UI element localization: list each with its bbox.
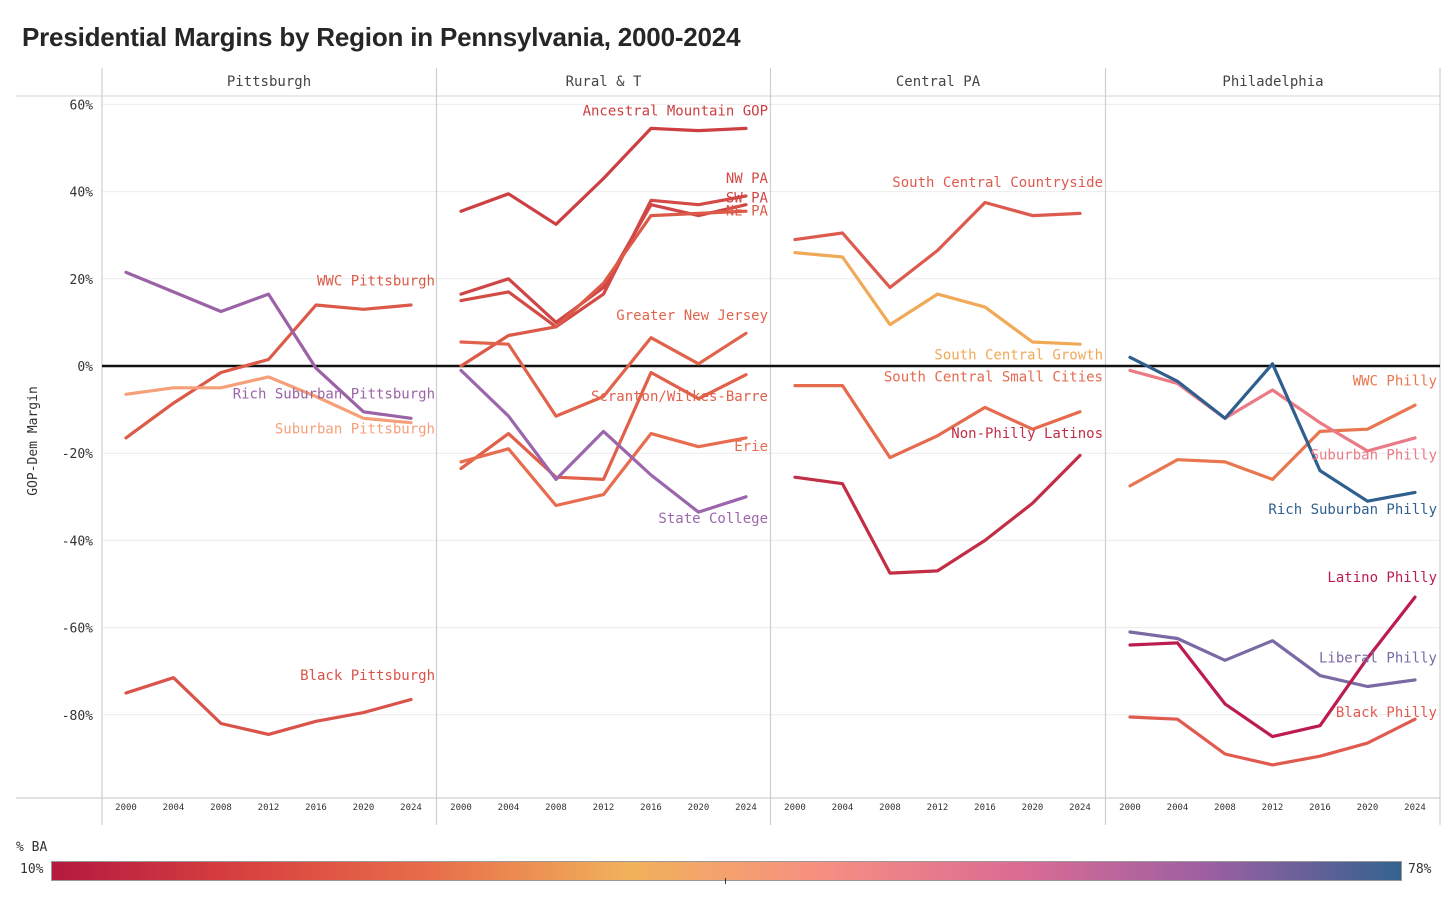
x-tick-label: 2004: [1167, 803, 1189, 813]
x-tick-label: 2012: [258, 803, 280, 813]
series-label: Greater New Jersey: [616, 308, 768, 324]
x-tick-label: 2024: [735, 803, 757, 813]
panel-header: Philadelphia: [1222, 74, 1323, 90]
x-tick-label: 2004: [832, 803, 854, 813]
series-line: [124, 676, 413, 737]
x-tick-label: 2012: [593, 803, 615, 813]
panel-header: Pittsburgh: [227, 74, 311, 90]
series-line: [793, 453, 1082, 575]
x-tick-label: 2016: [640, 803, 662, 813]
panel-header: Rural & T: [566, 74, 642, 90]
y-tick-label: -60%: [62, 622, 93, 637]
series-line: [459, 368, 748, 514]
series-line: [459, 126, 748, 226]
series-line: [793, 251, 1082, 346]
series-label: Ancestral Mountain GOP: [583, 103, 768, 119]
series-label: Non-Philly Latinos: [951, 426, 1103, 442]
series-label: South Central Growth: [934, 347, 1103, 363]
series-line: [124, 303, 413, 440]
x-tick-label: 2008: [545, 803, 567, 813]
series-line: [459, 209, 748, 368]
legend-color-bar: [51, 861, 1402, 881]
x-tick-label: 2020: [688, 803, 710, 813]
x-tick-label: 2000: [784, 803, 806, 813]
series-label: South Central Countryside: [892, 175, 1103, 191]
series-label: South Central Small Cities: [884, 369, 1103, 385]
series-label: Scranton/Wilkes-Barre: [591, 389, 768, 405]
series-label: SW PA: [726, 191, 769, 207]
x-tick-label: 2000: [1119, 803, 1141, 813]
series-label: Suburban Pittsburgh: [275, 422, 435, 438]
series-line: [459, 331, 748, 418]
x-tick-label: 2012: [927, 803, 949, 813]
series-label: WWC Philly: [1353, 374, 1437, 390]
x-tick-label: 2024: [400, 803, 422, 813]
series-label: WWC Pittsburgh: [317, 273, 435, 289]
series-line: [459, 194, 748, 329]
legend-midpoint-tick: [725, 878, 726, 884]
x-tick-label: 2020: [1357, 803, 1379, 813]
series-line: [459, 203, 748, 324]
y-axis-title: GOP-Dem Margin: [26, 386, 41, 496]
y-tick-label: -80%: [62, 709, 93, 724]
series-line: [1128, 368, 1417, 453]
x-tick-label: 2008: [210, 803, 232, 813]
series-label: Black Philly: [1336, 705, 1437, 721]
chart-title: Presidential Margins by Region in Pennsy…: [22, 22, 741, 52]
series-line: [1128, 595, 1417, 739]
series-line: [124, 270, 413, 420]
x-tick-label: 2004: [163, 803, 185, 813]
panel-header: Central PA: [896, 74, 981, 90]
series-label: Liberal Philly: [1319, 650, 1437, 666]
series-line: [793, 384, 1082, 460]
y-tick-label: 20%: [70, 273, 94, 288]
x-tick-label: 2024: [1069, 803, 1091, 813]
series-labels: Black Pittsburgh WWC Pittsburgh Suburban P…: [233, 103, 1437, 721]
series-line: [459, 370, 748, 481]
x-tick-label: 2004: [498, 803, 520, 813]
y-tick-label: 0%: [77, 360, 93, 375]
series-label: Latino Philly: [1327, 570, 1437, 586]
legend-max-label: 78%: [1408, 862, 1432, 877]
series-label: Rich Suburban Pittsburgh: [233, 387, 435, 403]
series-label: Erie: [734, 439, 768, 455]
x-tick-label: 2008: [879, 803, 901, 813]
x-tick-label: 2000: [450, 803, 472, 813]
x-tick-label: 2020: [1022, 803, 1044, 813]
x-tick-label: 2020: [353, 803, 375, 813]
series-label: NE PA: [726, 204, 769, 220]
series-line: [1128, 715, 1417, 767]
x-tick-label: 2024: [1404, 803, 1426, 813]
y-tick-label: -20%: [62, 447, 93, 462]
series-lines: [124, 126, 1417, 767]
series-line: [1128, 403, 1417, 488]
x-tick-label: 2016: [305, 803, 327, 813]
series-label: State College: [658, 511, 768, 527]
series-label: Suburban Philly: [1311, 448, 1437, 464]
x-tick-label: 2000: [115, 803, 137, 813]
series-label: Black Pittsburgh: [300, 668, 435, 684]
x-tick-label: 2016: [1309, 803, 1331, 813]
x-tick-label: 2016: [974, 803, 996, 813]
series-line: [1128, 630, 1417, 689]
x-tick-label: 2012: [1262, 803, 1284, 813]
series-label: NW PA: [726, 171, 769, 187]
legend-title: % BA: [16, 840, 48, 855]
series-line: [459, 432, 748, 508]
y-tick-label: -40%: [62, 534, 93, 549]
series-line: [124, 375, 413, 425]
axes: Pittsburgh Rural & T Central PA Philadelphi…: [16, 68, 1441, 825]
y-tick-label: 40%: [70, 186, 94, 201]
series-line: [793, 200, 1082, 290]
series-label: Rich Suburban Philly: [1268, 502, 1437, 518]
series-line: [1128, 355, 1417, 503]
y-tick-label: 60%: [70, 98, 94, 113]
legend-min-label: 10%: [20, 862, 44, 877]
x-tick-label: 2008: [1214, 803, 1236, 813]
